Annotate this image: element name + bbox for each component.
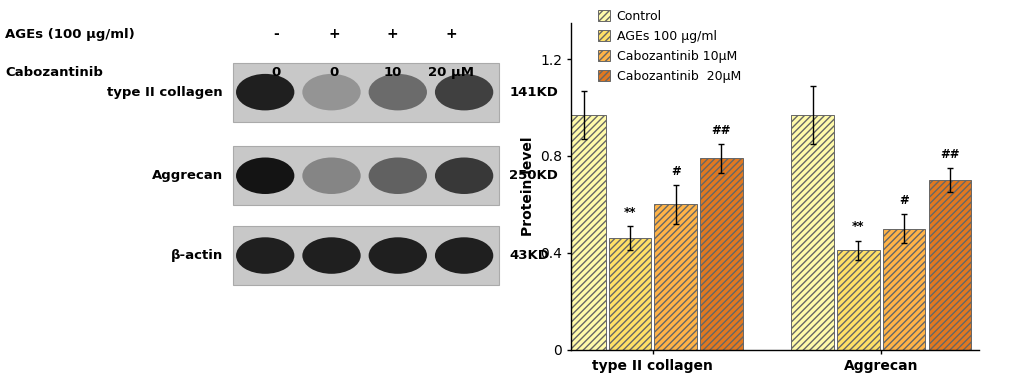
Text: **: ** bbox=[851, 220, 864, 233]
Text: 0: 0 bbox=[271, 66, 280, 79]
Bar bbox=[882, 228, 924, 350]
Ellipse shape bbox=[302, 74, 361, 111]
Text: +: + bbox=[328, 27, 339, 41]
Text: ##: ## bbox=[940, 148, 959, 161]
Text: 250KD: 250KD bbox=[508, 169, 557, 182]
Text: ##: ## bbox=[711, 124, 731, 136]
Text: -: - bbox=[273, 27, 278, 41]
FancyBboxPatch shape bbox=[233, 63, 498, 122]
Text: 20 μM: 20 μM bbox=[427, 66, 474, 79]
Ellipse shape bbox=[368, 157, 427, 194]
Text: +: + bbox=[386, 27, 397, 41]
Ellipse shape bbox=[434, 157, 493, 194]
Bar bbox=[837, 250, 878, 350]
Bar bbox=[927, 180, 970, 350]
Ellipse shape bbox=[434, 237, 493, 274]
Bar bbox=[562, 115, 605, 350]
Text: #: # bbox=[671, 165, 680, 178]
Ellipse shape bbox=[302, 237, 361, 274]
Ellipse shape bbox=[235, 237, 294, 274]
Text: +: + bbox=[444, 27, 457, 41]
FancyBboxPatch shape bbox=[233, 226, 498, 285]
Text: Aggrecan: Aggrecan bbox=[152, 169, 222, 182]
Y-axis label: Protein level: Protein level bbox=[520, 136, 534, 236]
FancyBboxPatch shape bbox=[233, 146, 498, 205]
Bar bbox=[791, 115, 834, 350]
Text: β-actin: β-actin bbox=[170, 249, 222, 262]
Text: 10: 10 bbox=[383, 66, 401, 79]
Text: AGEs (100 μg/ml): AGEs (100 μg/ml) bbox=[5, 28, 135, 41]
Bar bbox=[699, 158, 742, 350]
Legend: Control, AGEs 100 μg/ml, Cabozantinib 10μM, Cabozantinib  20μM: Control, AGEs 100 μg/ml, Cabozantinib 10… bbox=[597, 10, 740, 83]
Text: 0: 0 bbox=[329, 66, 338, 79]
Ellipse shape bbox=[368, 237, 427, 274]
Bar bbox=[654, 204, 696, 350]
Text: 43KD: 43KD bbox=[508, 249, 548, 262]
Text: 141KD: 141KD bbox=[508, 86, 557, 99]
Bar bbox=[608, 238, 650, 350]
Ellipse shape bbox=[302, 157, 361, 194]
Text: Cabozantinib: Cabozantinib bbox=[5, 66, 103, 79]
Text: #: # bbox=[899, 194, 908, 207]
Ellipse shape bbox=[235, 74, 294, 111]
Ellipse shape bbox=[434, 74, 493, 111]
Text: **: ** bbox=[623, 206, 636, 219]
Ellipse shape bbox=[368, 74, 427, 111]
Text: type II collagen: type II collagen bbox=[107, 86, 222, 99]
Ellipse shape bbox=[235, 157, 294, 194]
